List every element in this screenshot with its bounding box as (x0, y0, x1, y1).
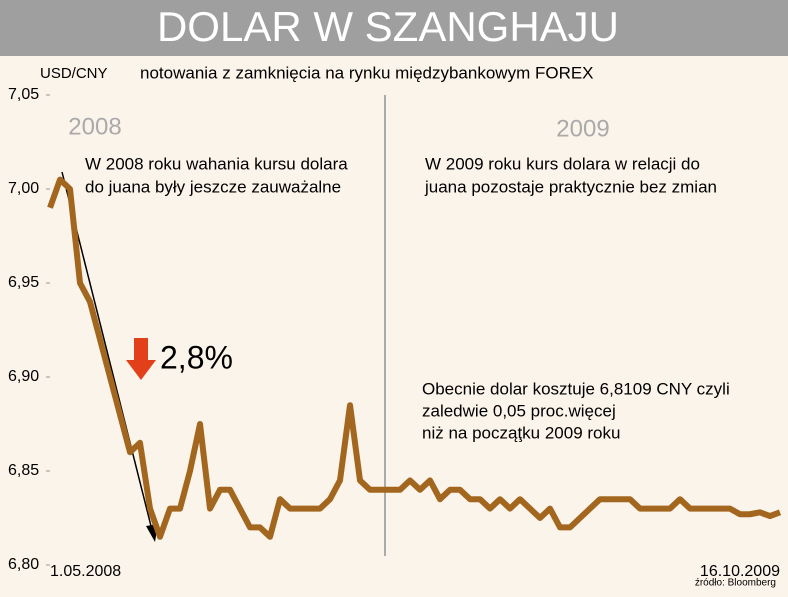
annotation: zaledwie 0,05 proc.więcej (422, 401, 616, 420)
y-tick-label: 6,90 (8, 368, 39, 385)
annotation: W 2008 roku wahania kursu dolara (85, 154, 348, 173)
annotation: W 2009 roku kurs dolara w relacji do (425, 154, 700, 173)
drop-arrow (126, 338, 156, 380)
y-tick-label: 6,80 (8, 556, 39, 573)
y-tick-label: 6,85 (8, 462, 39, 479)
annotation: do juana były jeszcze zauważalne (85, 177, 341, 196)
price-line (47, 176, 782, 540)
y-tick-label: 6,95 (8, 274, 39, 291)
annotation: juana pozostaje praktycznie bez zmian (424, 177, 717, 196)
y-axis-label: USD/CNY (40, 65, 108, 82)
annotation: 2,8% (160, 339, 233, 375)
x-tick-label: 16.10.2009 (700, 563, 780, 580)
x-tick-label: 1.05.2008 (50, 563, 121, 580)
period-label: 2008 (68, 113, 121, 140)
title-bar (0, 0, 788, 56)
chart-title: DOLAR W SZANGHAJU (157, 3, 619, 50)
subtitle: notowania z zamknięcia na rynku międzyba… (140, 63, 594, 82)
annotation: Obecnie dolar kosztuje 6,8109 CNY czyli (422, 379, 730, 398)
y-tick-label: 7,05 (8, 86, 39, 103)
annotation: niż na począţku 2009 roku (422, 423, 620, 442)
source: źródło: Bloomberg (695, 578, 776, 589)
period-label: 2009 (556, 115, 609, 142)
y-tick-label: 7,00 (8, 180, 39, 197)
